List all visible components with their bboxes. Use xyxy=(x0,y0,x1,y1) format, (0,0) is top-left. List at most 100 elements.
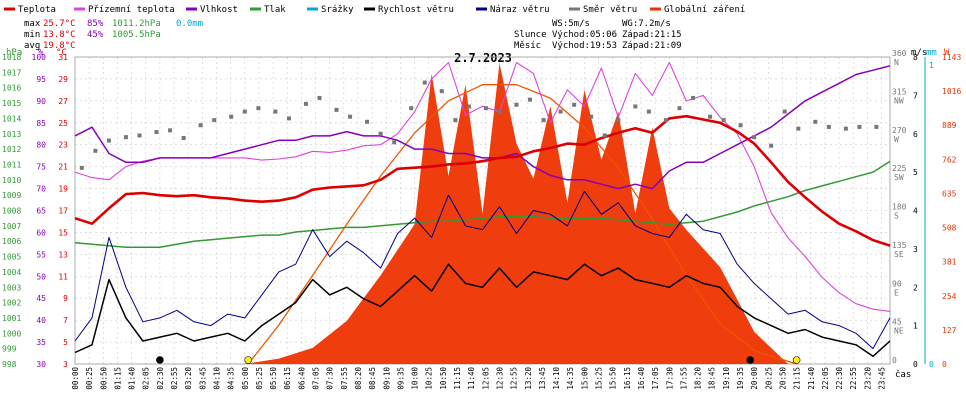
wind-direction-point xyxy=(229,114,234,119)
wind-direction-point xyxy=(137,133,142,138)
wind-direction-point xyxy=(378,131,383,136)
x-tick-label: 21:40 xyxy=(807,367,816,390)
info-moon-label: Měsíc xyxy=(514,41,541,51)
temperature-tick: 27 xyxy=(58,97,68,106)
radiation-tick: 1016 xyxy=(942,87,961,96)
temperature-tick: 25 xyxy=(58,119,68,128)
wind-speed-tick: 6 xyxy=(913,130,918,139)
wind-direction-point xyxy=(558,109,563,114)
temperature-tick: 11 xyxy=(58,272,68,281)
wind-speed-tick: 1 xyxy=(913,322,918,331)
series-temperature xyxy=(74,114,891,247)
wind-speed-tick: 2 xyxy=(913,283,918,292)
info-moonrise: Východ:19:53 xyxy=(552,41,617,51)
pressure-tick: 1014 xyxy=(2,114,21,123)
humidity-tick: 70 xyxy=(36,185,46,194)
info-wind-speed: WS:5m/s xyxy=(552,19,590,29)
wind-direction-point xyxy=(589,114,594,119)
x-tick-label: 18:45 xyxy=(708,367,717,390)
wind-direction-point xyxy=(633,104,638,109)
pressure-tick: 1016 xyxy=(2,84,21,93)
wind-direction-point xyxy=(497,109,502,114)
x-tick-label: 01:15 xyxy=(113,367,122,390)
x-tick-label: 09:10 xyxy=(382,367,391,390)
x-tick-label: 03:45 xyxy=(198,367,207,390)
sun-marker xyxy=(244,356,252,364)
pressure-tick: 999 xyxy=(2,345,17,354)
x-tick-label: 01:40 xyxy=(128,367,137,390)
wind-direction-point xyxy=(528,97,533,102)
info-sunset: Západ:21:15 xyxy=(622,30,682,40)
wind-direction-point xyxy=(769,143,774,148)
wind-speed-tick: 5 xyxy=(913,168,918,177)
temperature-unit: °C xyxy=(56,48,67,58)
temperature-tick: 21 xyxy=(58,163,68,172)
radiation-tick: 508 xyxy=(942,224,957,233)
wind-direction-point xyxy=(303,101,308,106)
wind-direction-point xyxy=(334,107,339,112)
x-tick-label: 07:55 xyxy=(340,367,349,390)
radiation-tick: 381 xyxy=(942,258,957,267)
radiation-tick: 762 xyxy=(942,155,957,164)
x-tick-label: 19:10 xyxy=(722,367,731,390)
x-tick-label: 09:35 xyxy=(396,367,405,390)
humidity-tick: 40 xyxy=(36,316,46,325)
wind-direction-point xyxy=(602,133,607,138)
temperature-tick: 15 xyxy=(58,228,68,237)
x-tick-label: 04:10 xyxy=(212,367,221,390)
x-tick-label: 12:55 xyxy=(510,367,519,390)
stat-max-humidity: 85% xyxy=(87,19,104,29)
wind-dir-compass: N xyxy=(894,58,899,67)
wind-dir-compass: E xyxy=(894,288,899,297)
wind-direction-point xyxy=(466,104,471,109)
x-tick-label: 15:50 xyxy=(609,367,618,390)
x-tick-label: 06:15 xyxy=(283,367,292,390)
x-tick-label: 18:20 xyxy=(694,367,703,390)
wind-dir-tick: 180 xyxy=(892,203,907,212)
sun-marker xyxy=(792,356,801,364)
wind-direction-point xyxy=(721,118,726,123)
pressure-tick: 1015 xyxy=(2,99,21,108)
temperature-tick: 13 xyxy=(58,250,68,259)
wind-dir-tick: 270 xyxy=(892,126,907,135)
wind-speed-tick: 0 xyxy=(913,360,918,369)
radiation-unit: W xyxy=(944,48,950,58)
stat-max-label: max xyxy=(24,19,41,29)
wind-direction-point xyxy=(708,114,713,119)
rain-tick: 0 xyxy=(929,360,934,369)
x-tick-label: 17:55 xyxy=(679,367,688,390)
axes: hPa9989991000100110021003100410051006100… xyxy=(2,48,961,390)
pressure-tick: 1002 xyxy=(2,299,21,308)
wind-direction-point xyxy=(286,116,291,121)
wind-dir-tick: 45 xyxy=(892,318,902,327)
wind-direction-point xyxy=(738,123,743,128)
wind-dir-compass: S xyxy=(894,212,899,221)
x-tick-label: 10:50 xyxy=(439,367,448,390)
plot-area xyxy=(74,61,891,365)
series-wind-gust xyxy=(74,190,891,350)
wind-dir-compass: W xyxy=(894,135,899,144)
x-tick-label: 19:35 xyxy=(736,367,745,390)
wind-direction-point xyxy=(813,119,818,124)
x-tick-label: 08:45 xyxy=(368,367,377,390)
wind-direction-point xyxy=(572,102,577,107)
pressure-tick: 1011 xyxy=(2,160,21,169)
time-axis-label: čas xyxy=(895,369,911,380)
temperature-tick: 3 xyxy=(63,360,68,369)
wind-speed-tick: 4 xyxy=(913,207,918,216)
x-tick-label: 03:20 xyxy=(184,367,193,390)
wind-dir-compass: NE xyxy=(894,327,904,336)
stat-min-label: min xyxy=(24,30,40,40)
wind-direction-point xyxy=(514,102,519,107)
radiation-tick: 127 xyxy=(942,326,957,335)
legend-label: Směr větru xyxy=(583,5,637,15)
x-tick-label: 16:40 xyxy=(637,367,646,390)
temperature-tick: 7 xyxy=(63,316,68,325)
humidity-tick: 75 xyxy=(36,163,46,172)
wind-direction-point xyxy=(782,109,787,114)
x-tick-label: 11:40 xyxy=(467,367,476,390)
wind-direction-point xyxy=(79,165,84,170)
wind-direction-point xyxy=(154,130,159,135)
wind-direction-point xyxy=(857,124,862,129)
